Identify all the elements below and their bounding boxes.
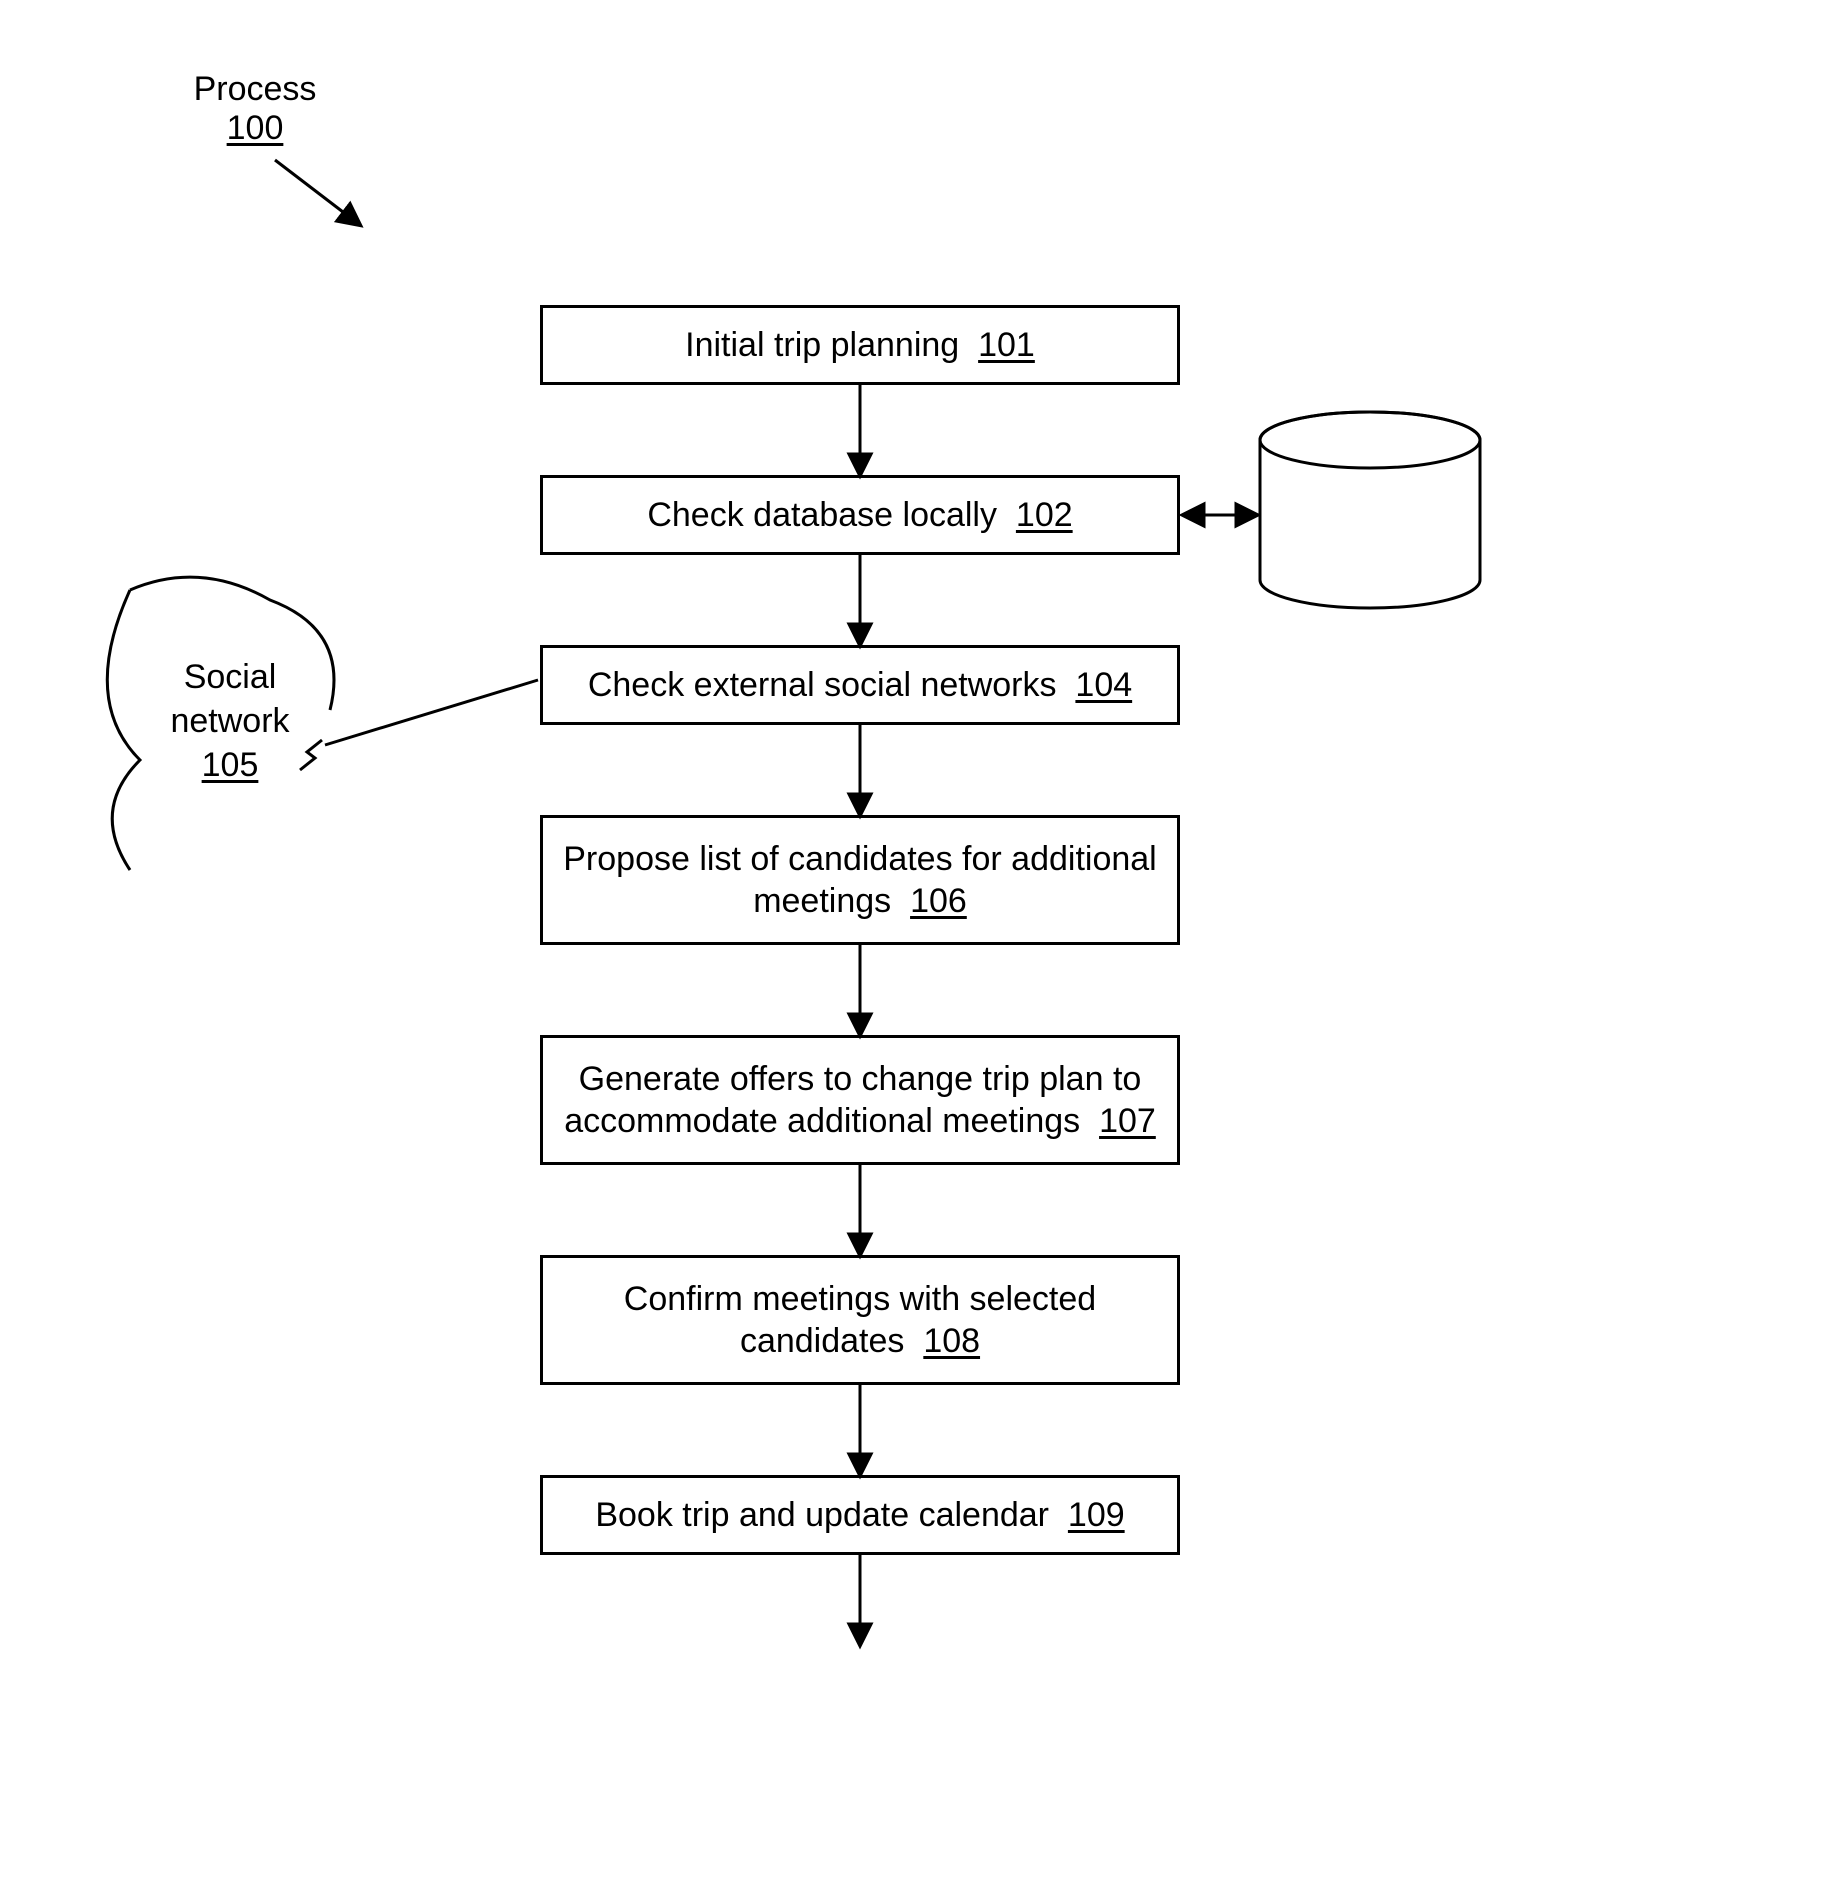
node-109-label: Book trip and update calendar 109 — [595, 1494, 1124, 1537]
node-108: Confirm meetings with selected candidate… — [540, 1255, 1180, 1385]
node-109: Book trip and update calendar 109 — [540, 1475, 1180, 1555]
node-102-label: Check database locally 102 — [647, 494, 1072, 537]
process-title-label: Process — [175, 70, 335, 109]
node-101-label: Initial trip planning 101 — [685, 324, 1035, 367]
process-title-ref: 100 — [175, 109, 335, 148]
node-108-label: Confirm meetings with selected candidate… — [555, 1278, 1165, 1363]
flowchart-canvas: Process 100 Initial trip planning 101 Ch… — [0, 0, 1834, 1895]
node-103-label: Database 103 — [1285, 470, 1455, 558]
node-107: Generate offers to change trip plan to a… — [540, 1035, 1180, 1165]
node-106: Propose list of candidates for additiona… — [540, 815, 1180, 945]
process-title: Process 100 — [175, 70, 335, 148]
node-107-label: Generate offers to change trip plan to a… — [555, 1058, 1165, 1143]
node-102: Check database locally 102 — [540, 475, 1180, 555]
node-104-label: Check external social networks 104 — [588, 664, 1132, 707]
flowchart-svg — [0, 0, 1834, 1895]
node-104: Check external social networks 104 — [540, 645, 1180, 725]
title-arrow — [275, 160, 360, 225]
node-106-label: Propose list of candidates for additiona… — [555, 838, 1165, 923]
edge-105-104 — [325, 680, 538, 745]
node-101: Initial trip planning 101 — [540, 305, 1180, 385]
node-105-label: Social network 105 — [140, 655, 320, 788]
